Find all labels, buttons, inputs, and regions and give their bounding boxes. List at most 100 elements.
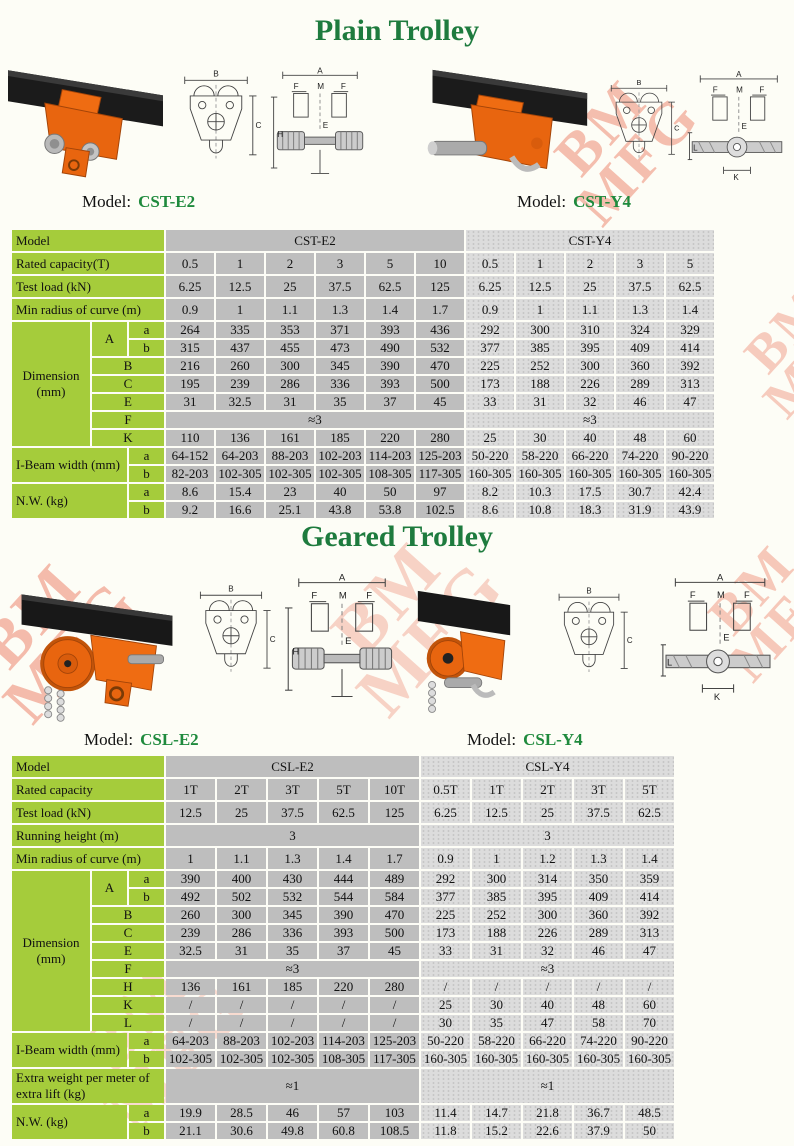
- dimension-letter-cell: H: [92, 979, 164, 995]
- row-label-cell: Dimension (mm): [12, 871, 90, 1031]
- dimension-letter-cell: B: [92, 358, 164, 374]
- value-cell: 300: [566, 358, 614, 374]
- value-cell: 88-203: [217, 1033, 266, 1049]
- value-cell: 32: [523, 943, 572, 959]
- group-span-cell: 3: [421, 825, 674, 846]
- value-cell: 286: [217, 925, 266, 941]
- geared-trolley-figures: B C A F M F E H: [0, 562, 794, 727]
- cst-e2-front-drawing: B C: [170, 66, 262, 182]
- group-span-cell: ≈1: [166, 1069, 419, 1103]
- value-cell: 125-203: [416, 448, 464, 464]
- value-cell: 14.7: [472, 1105, 521, 1121]
- value-cell: 360: [574, 907, 623, 923]
- value-cell: 160-305: [666, 466, 714, 482]
- value-cell: 336: [316, 376, 364, 392]
- table-row: Test load (kN) 6.25 12.5 25 37.5 62.5 125 6.25 1…: [12, 276, 714, 297]
- value-cell: 220: [319, 979, 368, 995]
- table-row: Min radius of curve (m) 1 1.1 1.3 1.4 1.7 0.9 1…: [12, 848, 674, 869]
- dimension-label: L: [693, 144, 698, 153]
- row-label-cell: Dimension (mm): [12, 322, 90, 446]
- value-cell: /: [625, 979, 674, 995]
- model-caption-csl-y4: Model: CSL-Y4: [467, 730, 583, 750]
- value-cell: /: [268, 997, 317, 1013]
- value-cell: 395: [566, 340, 614, 356]
- value-cell: 584: [370, 889, 419, 905]
- value-cell: 46: [268, 1105, 317, 1121]
- value-cell: 46: [574, 943, 623, 959]
- value-cell: 47: [523, 1015, 572, 1031]
- row-label-cell: Extra weight per meter of extra lift (kg…: [12, 1069, 164, 1103]
- dimension-label: B: [213, 70, 219, 79]
- value-cell: 136: [166, 979, 215, 995]
- value-cell: 117-305: [416, 466, 464, 482]
- dimension-label: F: [759, 85, 764, 94]
- value-cell: 160-305: [472, 1051, 521, 1067]
- dimension-label: C: [627, 636, 633, 645]
- value-cell: 17.5: [566, 484, 614, 500]
- value-cell: /: [319, 1015, 368, 1031]
- table-row: b 9.2 16.6 25.1 43.8 53.8 102.5 8.6 10.8 18.3 31.9…: [12, 502, 714, 518]
- dimension-label: F: [366, 590, 372, 601]
- plain-trolley-figures: B C A F M F E H: [0, 60, 794, 190]
- value-cell: 2T: [523, 779, 572, 800]
- value-cell: 74-220: [574, 1033, 623, 1049]
- value-cell: 108-305: [366, 466, 414, 482]
- value-cell: 500: [370, 925, 419, 941]
- dimension-label: F: [311, 590, 317, 601]
- value-cell: 35: [316, 394, 364, 410]
- value-cell: /: [523, 979, 572, 995]
- value-cell: 300: [472, 871, 521, 887]
- value-cell: 58-220: [516, 448, 564, 464]
- sub-row-cell: b: [129, 340, 164, 356]
- side-view-drawing: A F M F E H: [270, 66, 364, 174]
- value-cell: 117-305: [370, 1051, 419, 1067]
- value-cell: 102-305: [316, 466, 364, 482]
- value-cell: 31: [217, 943, 266, 959]
- group-span-cell: CST-Y4: [466, 230, 714, 251]
- value-cell: 1.7: [416, 299, 464, 320]
- value-cell: 31: [166, 394, 214, 410]
- value-cell: 392: [666, 358, 714, 374]
- value-cell: 390: [366, 358, 414, 374]
- value-cell: 37.5: [268, 802, 317, 823]
- row-label-cell: Rated capacity: [12, 779, 164, 800]
- value-cell: 315: [166, 340, 214, 356]
- value-cell: 0.5T: [421, 779, 470, 800]
- value-cell: 393: [366, 376, 414, 392]
- value-cell: 31: [516, 394, 564, 410]
- plain-trolley-captions: Model: CST-E2 Model: CST-Y4: [0, 192, 794, 216]
- value-cell: 185: [316, 430, 364, 446]
- value-cell: 8.6: [466, 502, 514, 518]
- value-cell: 430: [268, 871, 317, 887]
- value-cell: 66-220: [566, 448, 614, 464]
- dimension-letter-cell: L: [92, 1015, 164, 1031]
- value-cell: 15.2: [472, 1123, 521, 1139]
- value-cell: 160-305: [566, 466, 614, 482]
- model-caption-cst-e2: Model: CST-E2: [82, 192, 195, 212]
- sub-row-cell: b: [129, 1123, 164, 1139]
- model-caption-csl-e2: Model: CSL-E2: [84, 730, 199, 750]
- value-cell: 5: [366, 253, 414, 274]
- value-cell: 136: [216, 430, 264, 446]
- row-label-cell: Running height (m): [12, 825, 164, 846]
- value-cell: 11.4: [421, 1105, 470, 1121]
- model-name: CSL-E2: [140, 730, 199, 749]
- table-row: N.W. (kg) a 19.9 28.5 46 57 103 11.4 14.7 21.8 36.…: [12, 1105, 674, 1139]
- value-cell: 23: [266, 484, 314, 500]
- value-cell: 329: [666, 322, 714, 338]
- value-cell: 53.8: [366, 502, 414, 518]
- value-cell: 160-305: [516, 466, 564, 482]
- value-cell: 1: [166, 848, 215, 869]
- sub-row-cell: a: [129, 448, 164, 464]
- value-cell: 46: [616, 394, 664, 410]
- value-cell: 30: [516, 430, 564, 446]
- value-cell: 188: [516, 376, 564, 392]
- sub-row-cell: b: [129, 889, 164, 905]
- value-cell: 1.3: [574, 848, 623, 869]
- value-cell: 66-220: [523, 1033, 572, 1049]
- value-cell: 336: [268, 925, 317, 941]
- dimension-label: E: [723, 633, 729, 643]
- value-cell: 33: [421, 943, 470, 959]
- row-label-cell: N.W. (kg): [12, 484, 127, 518]
- value-cell: 10.8: [516, 502, 564, 518]
